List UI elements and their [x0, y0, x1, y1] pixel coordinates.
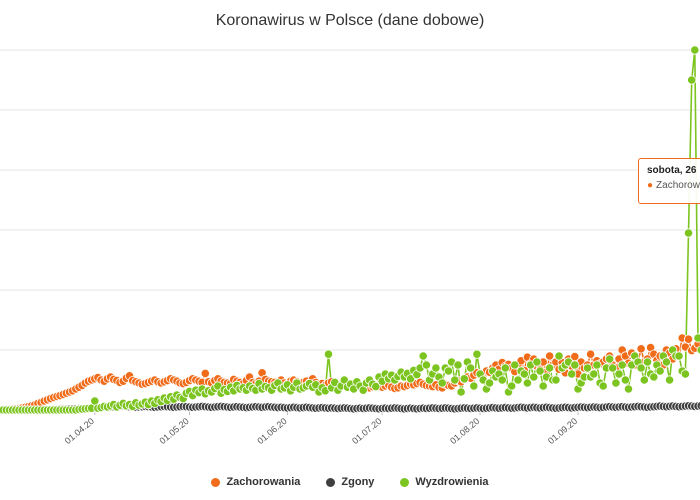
- point-wyzdrowienia-170[interactable]: [532, 357, 542, 367]
- hover-tooltip: sobota, 26 ●Zachorowania: [638, 158, 700, 204]
- point-wyzdrowienia-144[interactable]: [450, 375, 460, 385]
- x-tick-label-2: 01.06.20: [255, 416, 288, 446]
- point-wyzdrowienia-212[interactable]: [664, 375, 675, 385]
- x-tick-label-0: 01.04.20: [63, 416, 96, 446]
- point-wyzdrowienia-174[interactable]: [544, 363, 555, 373]
- point-wyzdrowienia-147[interactable]: [459, 374, 469, 384]
- point-wyzdrowienia-181[interactable]: [567, 369, 577, 379]
- point-wyzdrowienia-218[interactable]: [683, 228, 694, 238]
- point-wyzdrowienia-119[interactable]: [371, 381, 381, 392]
- point-wyzdrowienia-221[interactable]: [693, 333, 700, 343]
- point-zachorowania-65[interactable]: [200, 368, 210, 378]
- point-wyzdrowienia-160[interactable]: [500, 363, 510, 373]
- point-wyzdrowienia-215[interactable]: [674, 351, 684, 361]
- point-zachorowania-174[interactable]: [544, 351, 555, 361]
- point-wyzdrowienia-207[interactable]: [649, 372, 659, 382]
- point-wyzdrowienia-205[interactable]: [642, 357, 653, 367]
- legend-item-zachorowania[interactable]: Zachorowania: [211, 476, 300, 488]
- point-wyzdrowienia-198[interactable]: [620, 375, 631, 385]
- legend-label-wyzdrowienia: Wyzdrowienia: [415, 476, 489, 488]
- legend-label-zgony: Zgony: [341, 476, 375, 488]
- point-wyzdrowienia-191[interactable]: [598, 381, 608, 391]
- chart-title: Koronawirus w Polsce (dane dobowe): [215, 12, 485, 29]
- point-wyzdrowienia-209[interactable]: [655, 366, 665, 376]
- point-wyzdrowienia-130[interactable]: [405, 374, 416, 384]
- point-wyzdrowienia-155[interactable]: [484, 378, 495, 388]
- x-tick-label-1: 01.05.20: [158, 416, 191, 446]
- point-wyzdrowienia-138[interactable]: [431, 363, 441, 373]
- point-wyzdrowienia-171[interactable]: [535, 366, 545, 376]
- legend-item-zgony[interactable]: Zgony: [326, 476, 374, 488]
- tooltip-date: sobota, 26: [647, 165, 697, 176]
- point-wyzdrowienia-142[interactable]: [443, 366, 454, 376]
- point-wyzdrowienia-169[interactable]: [529, 372, 539, 382]
- point-wyzdrowienia-150[interactable]: [469, 381, 479, 391]
- legend-dot-zachorowania: [211, 477, 221, 487]
- point-wyzdrowienia-149[interactable]: [465, 363, 476, 373]
- point-zachorowania-203[interactable]: [636, 344, 646, 354]
- point-wyzdrowienia-194[interactable]: [608, 363, 618, 373]
- point-wyzdrowienia-145[interactable]: [453, 360, 463, 370]
- point-wyzdrowienia-172[interactable]: [538, 381, 548, 391]
- point-zachorowania-187[interactable]: [585, 349, 596, 359]
- point-wyzdrowienia-135[interactable]: [421, 360, 431, 370]
- point-wyzdrowienia-186[interactable]: [582, 363, 593, 373]
- point-wyzdrowienia-199[interactable]: [623, 384, 634, 394]
- chart-plot-area: 01.04.20 01.05.20 01.06.20 01.07.20 01.08.20…: [0, 45, 700, 446]
- x-tick-label-3: 01.07.20: [350, 416, 383, 446]
- point-wyzdrowienia-176[interactable]: [551, 375, 561, 385]
- point-wyzdrowienia-189[interactable]: [592, 360, 602, 370]
- point-wyzdrowienia-203[interactable]: [636, 363, 646, 373]
- point-wyzdrowienia-159[interactable]: [497, 375, 507, 385]
- point-wyzdrowienia-222[interactable]: [696, 345, 700, 355]
- chart-legend: Zachorowania Zgony Wyzdrowienia: [0, 476, 700, 488]
- point-wyzdrowienia-188[interactable]: [589, 369, 599, 379]
- tooltip-series: ●Zachorowania: [647, 180, 700, 191]
- point-wyzdrowienia-182[interactable]: [570, 360, 580, 370]
- x-tick-label-4: 01.08.20: [448, 416, 481, 446]
- point-wyzdrowienia-146[interactable]: [456, 387, 466, 397]
- point-wyzdrowienia-219[interactable]: [687, 75, 697, 85]
- point-wyzdrowienia-217[interactable]: [680, 369, 691, 379]
- legend-item-wyzdrowienia[interactable]: Wyzdrowienia: [400, 476, 489, 488]
- point-wyzdrowienia-164[interactable]: [513, 375, 523, 385]
- legend-dot-wyzdrowienia: [400, 477, 410, 487]
- point-wyzdrowienia-134[interactable]: [418, 351, 428, 361]
- point-wyzdrowienia-204[interactable]: [639, 375, 649, 385]
- legend-dot-zgony: [326, 477, 336, 487]
- point-wyzdrowienia-163[interactable]: [510, 360, 520, 370]
- point-zgony-222[interactable]: [696, 401, 700, 411]
- point-wyzdrowienia-167[interactable]: [522, 378, 533, 388]
- point-wyzdrowienia-211[interactable]: [661, 357, 672, 367]
- legend-label-zachorowania: Zachorowania: [226, 476, 301, 488]
- point-wyzdrowienia-195[interactable]: [611, 378, 621, 388]
- point-wyzdrowienia-140[interactable]: [437, 378, 447, 388]
- point-wyzdrowienia-193[interactable]: [604, 354, 615, 364]
- point-wyzdrowienia-196[interactable]: [614, 369, 624, 379]
- point-wyzdrowienia-220[interactable]: [690, 45, 700, 55]
- point-wyzdrowienia-177[interactable]: [554, 351, 564, 361]
- tooltip-series-label: Zachorowania: [656, 180, 700, 191]
- x-tick-label-5: 01.09.20: [546, 416, 579, 446]
- point-wyzdrowienia-166[interactable]: [519, 369, 529, 379]
- point-wyzdrowienia-197[interactable]: [617, 360, 627, 370]
- tooltip-series-dot-icon: ●: [647, 180, 654, 191]
- point-zachorowania-218[interactable]: [683, 334, 694, 344]
- point-wyzdrowienia-151[interactable]: [472, 349, 482, 359]
- point-wyzdrowienia-104[interactable]: [323, 349, 334, 359]
- point-wyzdrowienia-162[interactable]: [507, 381, 517, 391]
